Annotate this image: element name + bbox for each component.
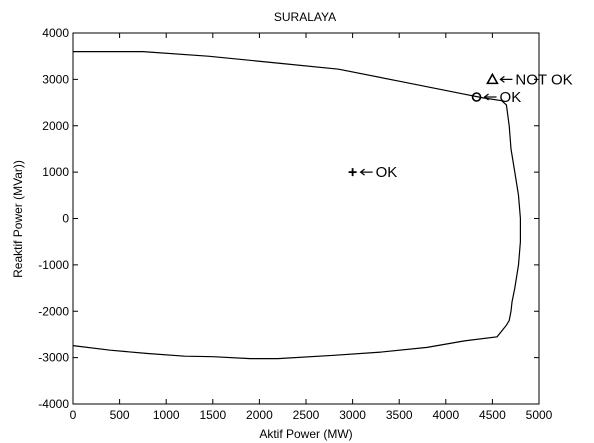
x-tick-label: 3000 bbox=[339, 408, 366, 422]
annotation-triangle: NOT OK bbox=[486, 71, 573, 88]
y-tick-label: 4000 bbox=[42, 26, 69, 40]
x-tick-label: 1500 bbox=[199, 408, 226, 422]
y-tick-label: 0 bbox=[62, 212, 69, 226]
x-tick-label: 5000 bbox=[526, 408, 553, 422]
x-tick-label: 500 bbox=[110, 408, 130, 422]
y-tick-label: -2000 bbox=[38, 304, 69, 318]
x-tick-label: 0 bbox=[70, 408, 77, 422]
y-tick-label: 2000 bbox=[42, 119, 69, 133]
annotation-label: OK bbox=[376, 164, 398, 181]
x-tick-label: 4000 bbox=[432, 408, 459, 422]
x-tick-label: 4500 bbox=[479, 408, 506, 422]
arrow-head-icon bbox=[483, 93, 489, 101]
x-axis-ticks: 0 500 1000 1500 2000 2500 3000 3500 4000 4500 5000 bbox=[70, 33, 553, 422]
annotation-label: NOT OK bbox=[515, 71, 572, 88]
x-tick-label: 3500 bbox=[386, 408, 413, 422]
arrow-head-icon bbox=[359, 168, 365, 176]
y-tick-label: 3000 bbox=[42, 72, 69, 86]
arrow-head-icon bbox=[499, 75, 505, 83]
x-tick-label: 2000 bbox=[246, 408, 273, 422]
y-axis-ticks: -4000 -3000 -2000 -1000 0 1000 2000 3000 4000 bbox=[38, 26, 539, 411]
annotation-plus: OK bbox=[348, 164, 398, 181]
triangle-marker bbox=[486, 72, 499, 85]
y-tick-label: -4000 bbox=[38, 397, 69, 411]
y-axis-label: Reaktif Power (MVar)) bbox=[11, 160, 25, 278]
y-tick-label: 1000 bbox=[42, 165, 69, 179]
annotation-label: OK bbox=[500, 89, 522, 106]
chart-title: SURALAYA bbox=[274, 10, 336, 24]
circle-marker bbox=[471, 92, 482, 102]
annotation-circle: OK bbox=[471, 89, 522, 106]
y-tick-label: -3000 bbox=[38, 351, 69, 365]
x-axis-label: Aktif Power (MW) bbox=[259, 427, 352, 441]
x-tick-label: 1000 bbox=[153, 408, 180, 422]
y-tick-label: -1000 bbox=[38, 258, 69, 272]
series-layer bbox=[72, 50, 522, 360]
x-tick-label: 2500 bbox=[293, 408, 320, 422]
capability-curve-line bbox=[72, 50, 522, 360]
